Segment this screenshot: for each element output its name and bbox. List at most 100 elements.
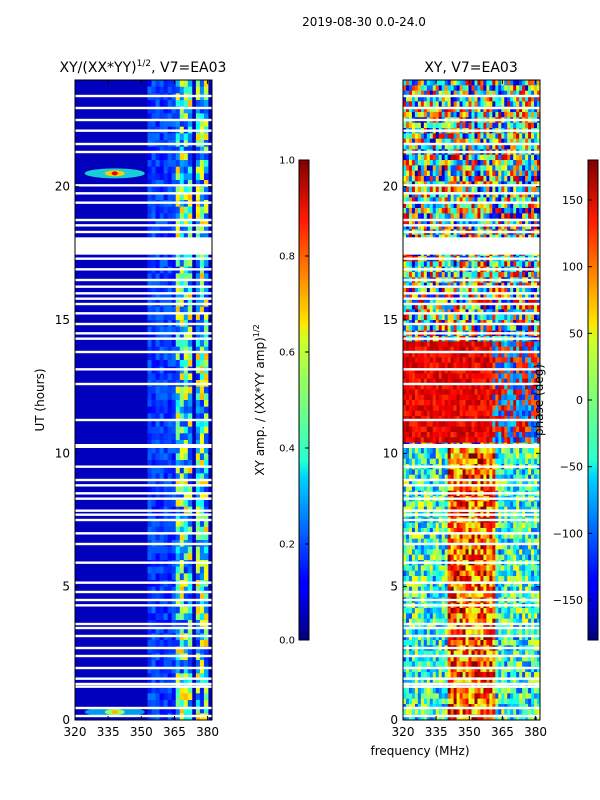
phase-cell [450,208,455,214]
phase-cell [471,384,475,390]
phase-cell [429,581,434,588]
phase-cell [441,432,446,438]
phase-cell [453,176,458,182]
phase-cell [423,672,428,678]
phase-cell [468,426,472,433]
phase-cell [480,474,484,481]
phase-cell [483,453,487,460]
phase-cell [426,373,431,380]
amplitude-cell [195,566,201,574]
amplitude-cell [159,393,165,401]
phase-cell [468,325,472,332]
phase-cell [405,101,410,108]
data-gap [75,646,212,650]
data-gap [75,561,212,564]
phase-cell [459,208,463,214]
phase-cell [435,304,440,310]
amplitude-cell [175,446,181,454]
phase-cell [417,618,422,625]
phase-cell [480,458,484,465]
phase-cell [486,192,490,198]
phase-cell [441,629,446,636]
amplitude-cell [187,446,193,454]
amplitude-cell [147,373,152,381]
phase-cell [447,650,452,657]
phase-cell [417,314,422,321]
phase-cell [441,112,446,118]
phase-cell [462,432,466,438]
phase-cell [450,341,455,348]
data-gap [75,337,212,340]
phase-cell [414,549,419,556]
phase-cell [465,325,469,332]
phase-cell [459,202,463,209]
phase-cell [403,640,407,646]
phase-cell [489,218,493,225]
phase-cell [456,96,460,102]
phase-cell [486,485,490,492]
amplitude-cell [175,460,181,468]
phase-cell [429,405,434,412]
amplitude-cell [171,166,177,174]
phase-cell [465,458,469,465]
phase-cell [468,709,472,716]
amplitude-cell [163,360,169,368]
phase-cell [405,538,410,545]
phase-cell [489,304,493,310]
phase-cell [456,714,460,720]
phase-cell [411,362,416,369]
phase-cell [480,480,484,486]
amplitude-cell [183,280,189,288]
amplitude-cell [183,186,189,194]
amplitude-cell [171,480,177,488]
phase-cell [420,437,425,444]
phase-cell [480,554,484,561]
amplitude-cell [175,173,181,181]
phase-cell [465,581,469,588]
phase-cell [459,485,463,492]
phase-cell [417,405,422,412]
phase-cell [423,90,428,97]
phase-cell [483,378,487,385]
phase-cell [483,133,487,140]
amplitude-cell [159,480,165,488]
phase-cell [438,197,443,204]
amplitude-cell [147,220,152,228]
amplitude-cell [203,586,209,594]
phase-cell [453,272,458,278]
phase-cell [438,288,443,294]
phase-cell [477,661,481,668]
phase-cell [411,634,416,641]
phase-cell [441,501,446,508]
amplitude-cell [151,600,156,608]
phase-cell [423,613,428,620]
phase-cell [456,304,460,310]
amplitude-cell [187,160,193,168]
amplitude-cell [195,206,201,214]
amplitude-cell [167,686,173,694]
amplitude-cell [155,360,161,368]
phase-cell [417,106,422,113]
phase-cell [426,538,431,545]
phase-cell [417,160,422,166]
amplitude-cell [195,293,201,301]
amplitude-cell [183,453,189,461]
phase-cell [403,672,407,678]
amplitude-cell [151,213,156,221]
phase-cell [411,154,416,161]
phase-cell [411,138,416,145]
phase-cell [426,501,431,508]
phase-cell [414,261,419,268]
phase-cell [462,538,466,545]
phase-cell [426,138,431,145]
phase-cell [459,592,463,598]
phase-cell [447,202,452,209]
phase-cell [480,362,484,369]
phase-cell [447,165,452,172]
phase-cell [468,197,472,204]
amplitude-cell [167,406,173,414]
amplitude-cell [147,606,152,614]
amplitude-cell [151,293,156,301]
amplitude-cell [163,273,169,281]
phase-cell [462,549,466,556]
